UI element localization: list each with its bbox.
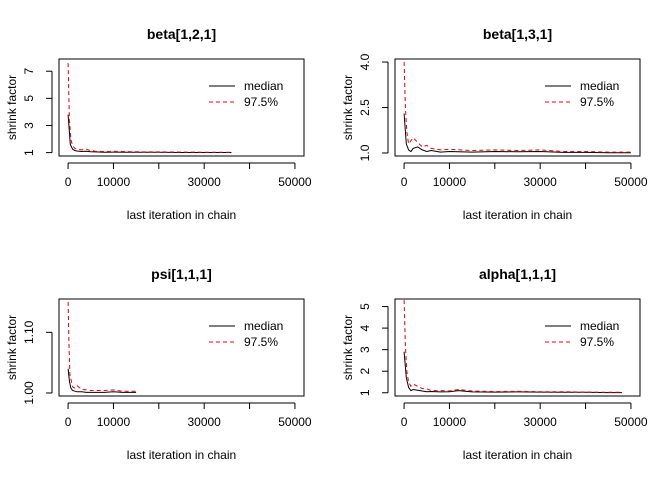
plot-frame [394,58,641,157]
y-axis-label: shrink factor [5,315,19,380]
series-line-upper-975 [403,61,631,153]
y-axis-label: shrink factor [341,315,355,380]
chart-title: beta[1,3,1] [483,26,552,42]
plot-frame [58,58,305,157]
legend-label: median [244,79,283,93]
x-tick-label: 50000 [278,175,312,189]
x-tick-label: 50000 [614,175,648,189]
x-tick-label: 10000 [97,175,131,189]
x-tick-label: 10000 [433,175,467,189]
chart-panel: beta[1,3,1] 0 10000 30000 50000 last iteratio… [341,26,648,222]
legend-label: median [580,79,619,93]
y-tick-label: 3 [22,122,36,129]
y-tick-label: 1.10 [22,320,36,344]
x-tick-label: 10000 [433,415,467,429]
plot-frame [58,298,305,397]
legend-label: median [244,319,283,333]
legend-label: 97.5% [580,335,614,349]
chart-panel: psi[1,1,1] 0 10000 30000 50000 last iteration… [5,266,312,462]
y-tick-label: 4 [358,324,372,331]
y-tick-label: 2.5 [358,99,372,116]
chart-title: psi[1,1,1] [151,266,212,282]
x-axis-label: last iteration in chain [463,208,572,222]
x-tick-label: 10000 [97,415,131,429]
legend-label: 97.5% [580,95,614,109]
x-axis-label: last iteration in chain [127,448,236,462]
series-line-median [403,113,631,154]
chart-title: beta[1,2,1] [147,26,216,42]
x-tick-label: 0 [65,175,72,189]
x-tick-label: 0 [401,175,408,189]
y-tick-label: 7 [22,68,36,75]
y-tick-label: 5 [22,95,36,102]
x-axis-label: last iteration in chain [463,448,572,462]
x-axis-label: last iteration in chain [127,208,236,222]
x-tick-label: 30000 [187,175,221,189]
x-tick-label: 0 [401,415,408,429]
y-tick-label: 1 [22,149,36,156]
y-axis-label: shrink factor [5,75,19,140]
series-line-upper-975 [67,63,232,153]
chart-panel: beta[1,2,1] 0 10000 30000 50000 last iteratio… [5,26,312,222]
y-tick-label: 2 [358,368,372,375]
series-line-median [67,114,232,153]
legend-label: 97.5% [244,335,278,349]
y-tick-label: 1.00 [22,381,36,405]
y-tick-label: 3 [358,346,372,353]
x-tick-label: 30000 [523,175,557,189]
x-tick-label: 50000 [614,415,648,429]
legend-label: median [580,319,619,333]
x-tick-label: 50000 [278,415,312,429]
x-tick-label: 30000 [187,415,221,429]
x-tick-label: 0 [65,415,72,429]
chart-title: alpha[1,1,1] [479,266,556,282]
y-axis-label: shrink factor [341,75,355,140]
y-tick-label: 1.0 [358,144,372,161]
legend-label: 97.5% [244,95,278,109]
series-line-upper-975 [403,300,622,393]
series-line-median [67,368,137,393]
y-tick-label: 1 [358,389,372,396]
series-line-median [403,351,622,394]
plot-frame [394,298,641,397]
y-tick-label: 4.0 [358,53,372,70]
series-line-upper-975 [67,301,137,392]
x-tick-label: 30000 [523,415,557,429]
y-tick-label: 5 [358,303,372,310]
chart-panel: alpha[1,1,1] 0 10000 30000 50000 last iterati… [341,266,648,462]
